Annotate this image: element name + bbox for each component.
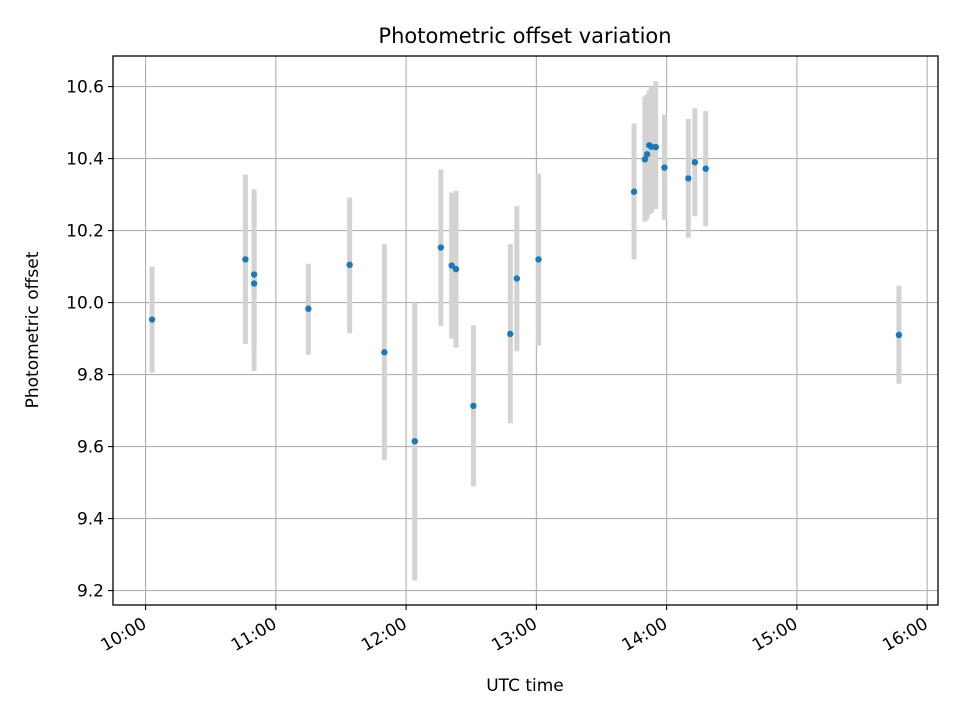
data-point [535, 256, 542, 263]
data-point [242, 256, 249, 263]
data-point [685, 175, 692, 182]
data-point [305, 305, 312, 312]
data-point [652, 143, 659, 151]
y-tick-label: 9.4 [77, 510, 104, 530]
plot-frame [112, 55, 939, 606]
data-point [470, 402, 477, 410]
data-point [411, 438, 418, 445]
y-tick-label: 10.6 [66, 78, 104, 98]
data-point [437, 244, 445, 251]
data-point [448, 262, 455, 269]
data-point [250, 280, 258, 287]
y-tick-label: 9.8 [77, 366, 104, 386]
data-point [661, 164, 668, 171]
y-tick-label: 9.2 [77, 582, 104, 602]
data-point [702, 165, 709, 172]
data-point [641, 156, 649, 163]
data-point [250, 271, 258, 278]
data-points [148, 142, 903, 445]
x-axis-label: UTC time [486, 676, 564, 696]
y-tick-label: 10.2 [66, 222, 104, 242]
data-point [630, 188, 638, 195]
y-tick-label: 10.0 [66, 294, 104, 314]
data-point [346, 261, 353, 268]
data-point [691, 159, 699, 166]
y-tick-label: 10.4 [66, 150, 104, 170]
y-axis: 9.2 9.4 9.6 9.8 10.0 10.2 10.4 10.6 [66, 78, 113, 602]
chart-title: Photometric offset variation [378, 24, 671, 48]
data-point [643, 151, 651, 158]
grid [113, 56, 938, 605]
data-point [895, 331, 903, 339]
data-point [452, 265, 460, 273]
data-point [507, 330, 514, 338]
y-axis-label: Photometric offset [23, 251, 43, 408]
data-point [513, 275, 521, 282]
y-tick-label: 9.6 [77, 438, 104, 458]
data-point [148, 316, 156, 323]
data-point [381, 349, 388, 356]
